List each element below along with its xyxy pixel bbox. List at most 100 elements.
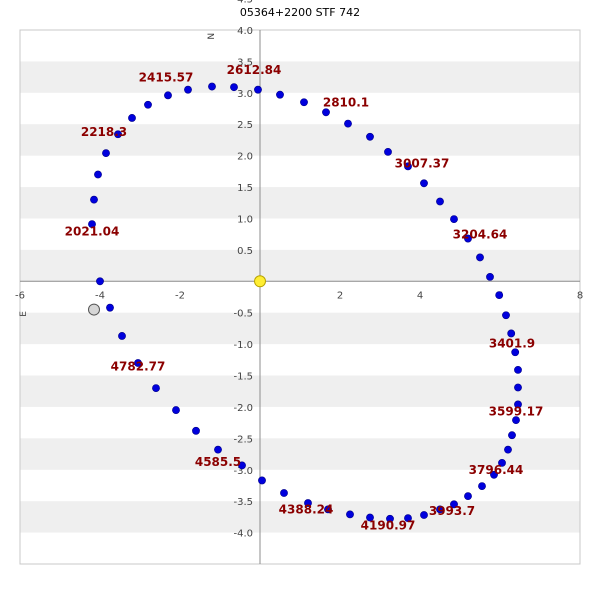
data-point: [324, 505, 332, 514]
data-point: [420, 179, 428, 188]
y-tick-label: 3.0: [237, 89, 253, 100]
data-point: [214, 445, 222, 454]
y-tick-label: -1.5: [233, 372, 253, 383]
x-tick-label: -2: [175, 290, 185, 301]
data-point: [346, 510, 354, 519]
point-label: 3204.64: [453, 228, 508, 242]
y-tick-label: -2.5: [233, 434, 253, 445]
data-point: [304, 499, 312, 507]
data-point: [507, 329, 516, 338]
data-point: [258, 476, 266, 485]
data-point: [420, 511, 428, 519]
x-tick-label: 4: [417, 290, 423, 301]
point-label: 2612.84: [227, 63, 282, 77]
data-point: [498, 458, 506, 467]
data-point: [478, 482, 486, 490]
grid-band: [20, 375, 580, 407]
data-point: [504, 445, 512, 454]
data-point: [464, 492, 472, 501]
data-point: [386, 514, 394, 523]
grid-band: [20, 501, 580, 533]
data-point: [508, 431, 516, 440]
y-tick-label: -3.0: [233, 466, 253, 477]
grid-band: [20, 249, 580, 282]
plot-area: [20, 30, 580, 564]
data-point: [192, 426, 200, 435]
point-label: 4190.97: [361, 518, 416, 532]
data-point: [144, 100, 152, 109]
data-point: [450, 500, 458, 509]
y-tick-label: 0.5: [237, 246, 253, 257]
point-label: 3401.9: [489, 336, 535, 350]
point-label: 2218.3: [81, 125, 127, 139]
data-point: [384, 147, 392, 156]
data-point: [164, 91, 172, 100]
point-label: 4585.5: [195, 455, 241, 469]
data-point: [184, 85, 192, 94]
y-tick-label: -3.5: [233, 497, 253, 508]
data-point: [514, 365, 522, 374]
data-point: [464, 234, 472, 243]
data-point: [502, 311, 510, 320]
x-tick-label: -6: [15, 290, 25, 301]
grid-band: [20, 187, 580, 219]
data-point: [96, 277, 104, 286]
data-point: [512, 416, 520, 425]
y-tick-label: 2.5: [237, 120, 253, 131]
data-point: [90, 195, 98, 204]
grid-band: [20, 61, 580, 93]
data-point: [404, 514, 412, 523]
y-tick-label: 3.5: [237, 57, 253, 68]
data-point: [322, 108, 330, 117]
point-label: 2810.1: [323, 96, 369, 110]
data-point: [436, 197, 444, 206]
point-label: 3007.37: [395, 157, 450, 171]
point-label: 3796.44: [469, 463, 524, 477]
data-point: [230, 83, 238, 92]
data-point: [128, 114, 136, 122]
data-point: [476, 253, 484, 262]
point-label: 3993.7: [429, 504, 475, 518]
data-point: [495, 291, 504, 300]
data-point: [114, 130, 122, 139]
data-point: [450, 215, 458, 223]
x-tick-label: -4: [95, 290, 105, 301]
y-tick-label: -1.0: [233, 340, 253, 351]
data-point: [238, 461, 246, 470]
data-point: [404, 162, 412, 171]
data-point: [366, 513, 374, 522]
x-tick-label: 8: [577, 290, 583, 301]
data-point: [300, 98, 308, 107]
data-point: [172, 406, 180, 414]
data-point: [490, 470, 498, 479]
primary-star-marker: [254, 275, 266, 288]
data-point: [106, 303, 114, 312]
data-point: [280, 489, 288, 497]
data-point: [366, 132, 374, 141]
data-point: [511, 348, 520, 357]
y-tick-label: 1.5: [237, 183, 253, 194]
data-point: [514, 400, 522, 409]
point-label: 2415.57: [139, 71, 194, 85]
grid-band: [20, 124, 580, 156]
grid-band: [20, 438, 580, 470]
y-tick-label: -4.0: [233, 529, 253, 540]
data-point: [94, 170, 102, 179]
y-tick-label: 4.5: [237, 0, 253, 6]
direction-label: N: [207, 33, 217, 40]
y-tick-label: -0.5: [233, 309, 253, 320]
y-tick-label: 4.0: [237, 26, 253, 37]
data-point: [102, 149, 110, 158]
data-point: [276, 90, 284, 99]
data-point: [118, 332, 126, 340]
y-tick-label: -2.0: [233, 403, 253, 414]
data-point: [254, 85, 262, 94]
y-tick-label: 2.0: [237, 152, 253, 163]
data-point: [134, 359, 142, 367]
chart-title: 05364+2200 STF 742: [240, 6, 360, 19]
data-point: [88, 220, 96, 229]
grid-band: [20, 312, 580, 345]
point-label: 4388.24: [279, 503, 334, 517]
